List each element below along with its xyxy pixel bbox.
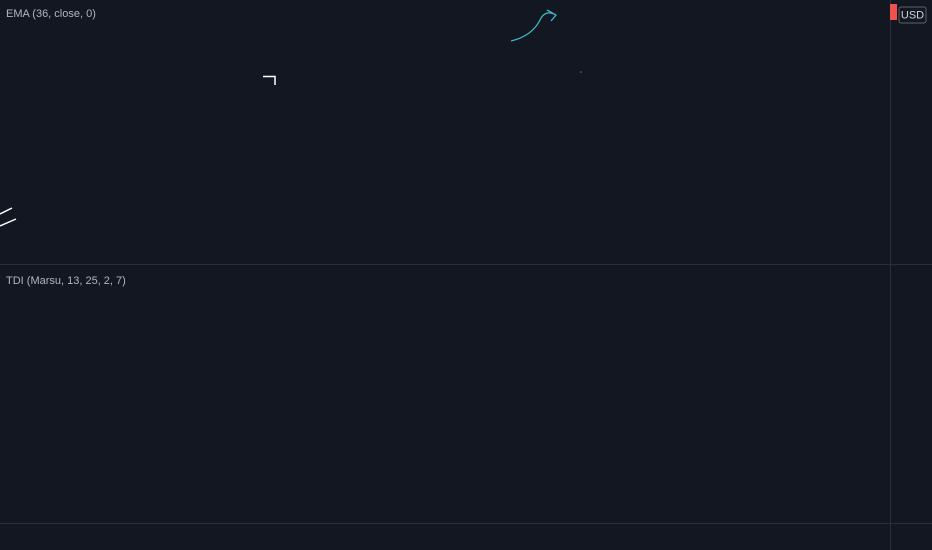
drawing-bracket: [263, 75, 276, 85]
drawing-lines: [0, 207, 17, 227]
drawing-dot: [580, 71, 582, 73]
drawings: [0, 9, 582, 227]
currency-box: [898, 6, 927, 24]
drawing-arrow: [510, 9, 558, 42]
currency-marker: [890, 4, 897, 20]
pane-title: TDI (Marsu, 13, 25, 2, 7): [6, 275, 126, 287]
pane-title: EMA (36, close, 0): [6, 8, 96, 20]
currency-label: USD: [901, 9, 924, 21]
